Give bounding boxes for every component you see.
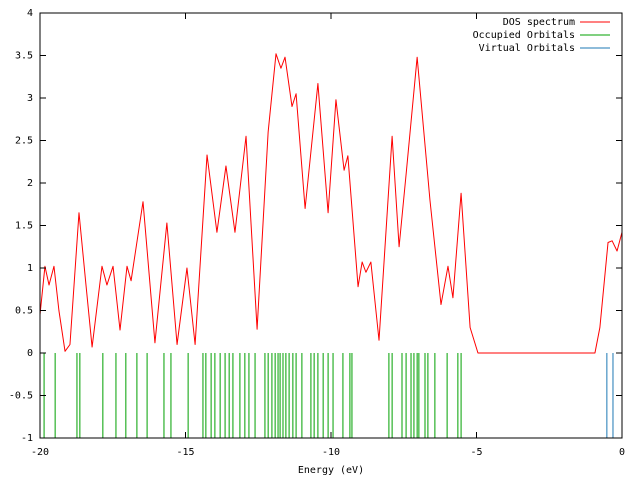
y-tick-label: 3 bbox=[27, 93, 33, 104]
x-tick-label: -5 bbox=[470, 447, 482, 458]
plot-border bbox=[39, 12, 623, 439]
y-tick-label: 2.5 bbox=[15, 136, 33, 147]
y-tick-label: 1.5 bbox=[15, 221, 33, 232]
y-tick-label: 4 bbox=[27, 8, 33, 19]
y-tick-label: 0.5 bbox=[15, 306, 33, 317]
y-tick-label: 1 bbox=[27, 263, 33, 274]
x-tick-label: -20 bbox=[31, 447, 49, 458]
x-tick-label: -10 bbox=[322, 447, 340, 458]
legend-label: Virtual Orbitals bbox=[479, 43, 575, 54]
y-tick-label: 3.5 bbox=[15, 51, 33, 62]
x-axis-label: Energy (eV) bbox=[298, 465, 364, 476]
legend-label: Occupied Orbitals bbox=[473, 30, 575, 41]
x-tick-label: -15 bbox=[176, 447, 194, 458]
y-tick-label: -1 bbox=[21, 433, 33, 444]
y-tick-label: 0 bbox=[27, 348, 33, 359]
y-tick-label: 2 bbox=[27, 178, 33, 189]
x-tick-label: 0 bbox=[619, 447, 625, 458]
dos-line bbox=[39, 53, 623, 354]
legend-label: DOS spectrum bbox=[503, 17, 575, 28]
y-tick-label: -0.5 bbox=[9, 391, 33, 402]
